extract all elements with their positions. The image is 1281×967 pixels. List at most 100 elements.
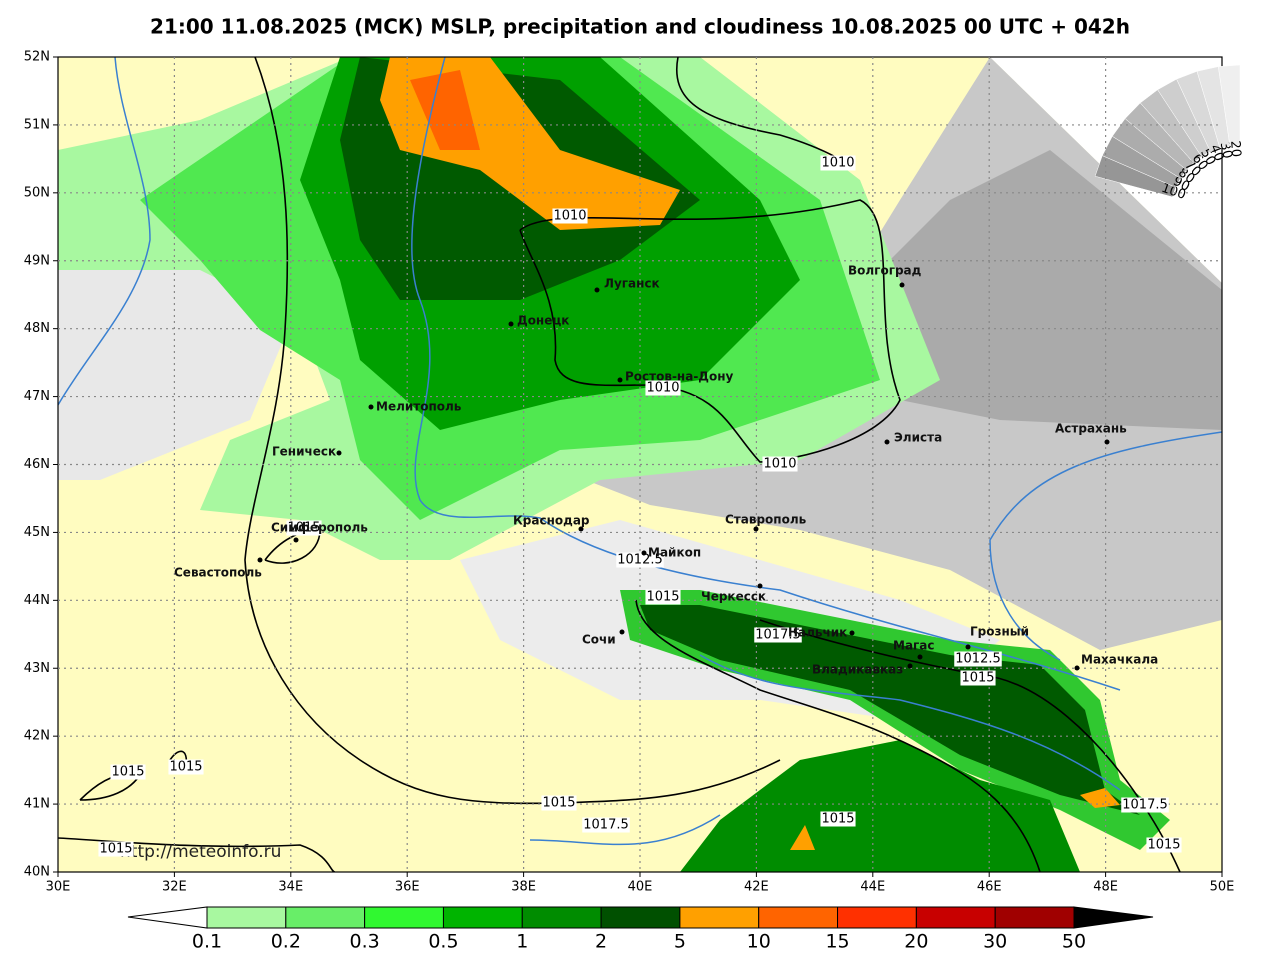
colorbar-label: 2	[595, 931, 607, 953]
isobar-label: 1017.5	[583, 818, 629, 833]
colorbar-label: 0.3	[350, 931, 380, 953]
title: 21:00 11.08.2025 (МСК) MSLP, precipitati…	[150, 15, 1130, 39]
lat-label: 44N	[24, 593, 50, 608]
colorbar-box	[994, 906, 1075, 929]
city-dot	[617, 377, 623, 383]
colorbar-box	[679, 906, 760, 929]
colorbar-box	[442, 906, 523, 929]
colorbar-label: 15	[825, 931, 849, 953]
colorbar-box	[364, 906, 444, 929]
isobar-label-bg	[954, 651, 1002, 667]
city-label: Сочи	[582, 633, 616, 647]
city-dot	[578, 526, 584, 532]
isobar-label: 1012.5	[617, 553, 663, 568]
city-dot	[907, 663, 913, 669]
isobar-label: 1015	[1147, 838, 1180, 853]
cloud-scale-segment	[1218, 64, 1241, 146]
city-dot	[368, 404, 374, 410]
lat-label: 41N	[24, 797, 50, 812]
lon-label: 40E	[628, 880, 653, 895]
city-dot	[594, 287, 600, 293]
city-label: Донецк	[517, 314, 569, 328]
city-dot	[917, 654, 923, 660]
lon-label: 36E	[395, 880, 420, 895]
source-url: http://meteoinfo.ru	[120, 842, 281, 862]
lat-label: 43N	[24, 661, 50, 676]
lon-label: 38E	[511, 880, 536, 895]
city-dot	[641, 550, 647, 556]
isobar-label-bg	[820, 155, 856, 171]
isobar-label-bg	[168, 759, 204, 775]
isobar-label-bg	[98, 841, 134, 857]
isobar-label-bg	[762, 456, 798, 472]
city-label: Черкесск	[701, 590, 766, 604]
city-dot	[899, 282, 905, 288]
colorbar-box	[206, 906, 287, 929]
city-dot	[753, 526, 759, 532]
city-label: Симферополь	[271, 521, 368, 535]
city-label: Грозный	[970, 625, 1029, 639]
cloud-scale-label: 40	[1207, 143, 1227, 164]
colorbar-label: 10	[747, 931, 771, 953]
isobar-label: 1015	[821, 812, 854, 827]
lat-label: 46N	[24, 457, 50, 472]
lon-label: 42E	[744, 880, 769, 895]
boundaries	[58, 57, 1222, 846]
isobar-label-bg	[645, 589, 681, 605]
lon-label: 48E	[1093, 880, 1118, 895]
lat-label: 51N	[24, 117, 50, 132]
city-label: Луганск	[604, 277, 660, 291]
isobar-label-bg	[582, 817, 630, 833]
lat-label: 42N	[24, 729, 50, 744]
city-dot	[508, 321, 514, 327]
cloud-dark	[850, 150, 1222, 430]
city-label: Геническ	[272, 445, 336, 459]
isobar-label: 1015	[99, 842, 132, 857]
isobar-label: 1017.5	[755, 628, 801, 643]
city-dot	[849, 630, 855, 636]
colorbar-box	[915, 906, 996, 929]
isobar-label: 1015	[287, 521, 320, 536]
colorbar-label: 50	[1062, 931, 1086, 953]
colorbar-box	[600, 906, 681, 929]
city-label: Краснодар	[513, 514, 590, 528]
colorbar-label: 0.5	[428, 931, 458, 953]
colorbar-box	[285, 906, 366, 929]
precip-10	[410, 70, 480, 150]
lat-label: 48N	[24, 321, 50, 336]
map-layers	[58, 57, 1222, 872]
isobar-label: 1017.5	[1122, 798, 1168, 813]
lon-label: 46E	[977, 880, 1002, 895]
lon-label: 32E	[162, 880, 187, 895]
isobar-label-bg	[645, 380, 681, 396]
lon-label: 30E	[46, 880, 71, 895]
isobar-label-bg	[286, 520, 322, 536]
isobar-label-bg	[820, 811, 856, 827]
colorbar-high-arrow	[1073, 906, 1154, 929]
isobar-label-bg	[541, 795, 577, 811]
city-label: Мелитополь	[376, 400, 462, 414]
city-label: Махачкала	[1081, 653, 1158, 667]
colorbar-box	[758, 906, 839, 929]
isobar-label: 1015	[961, 671, 994, 686]
city-label: Магас	[893, 639, 935, 653]
isobar-label: 1015	[542, 796, 575, 811]
colorbar-box	[837, 906, 917, 929]
city-dot	[257, 557, 263, 563]
precip-5	[1080, 788, 1120, 808]
city-label: Ставрополь	[725, 513, 807, 527]
precip-5	[790, 825, 815, 850]
isobar-label-bg	[616, 552, 664, 568]
colorbar-box	[521, 906, 602, 929]
isobar-label: 1015	[111, 765, 144, 780]
cloud-scale-label: 90	[1170, 174, 1192, 195]
city-dot	[965, 644, 971, 650]
city-label: Нальчик	[788, 626, 847, 640]
isobar-label-bg	[110, 764, 146, 780]
city-dot	[1104, 439, 1110, 445]
precip-2	[640, 605, 1140, 815]
